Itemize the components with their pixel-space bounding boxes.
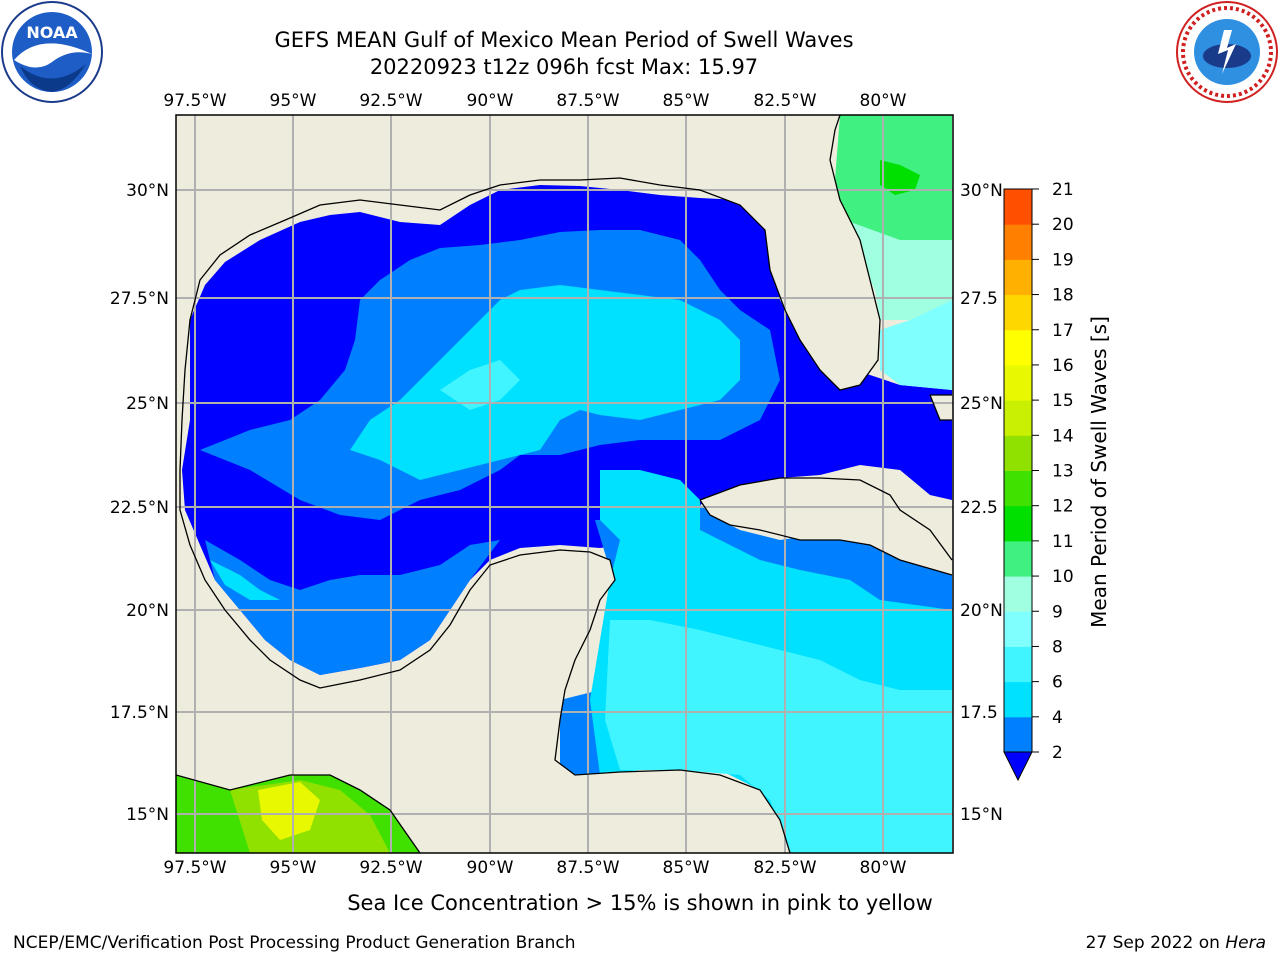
colorbar-segment [1004,364,1032,401]
longitude-tick-label: 82.5°W [753,858,816,878]
noaa-logo-text: NOAA [26,23,78,42]
latitude-tick-label: 15°N [126,805,169,825]
latitude-tick-label: 20°N [960,601,1003,621]
colorbar-segment [1004,611,1032,647]
colorbar-tick-label: 2 [1052,743,1063,763]
gridlines [176,115,953,853]
colorbar-segment [1004,294,1032,331]
footer-date: 27 Sep 2022 on Hera [1086,933,1266,953]
longitude-tick-label: 92.5°W [359,858,422,878]
nws-logo [1176,1,1278,103]
longitude-tick-label: 87.5°W [556,858,619,878]
sea-ice-note: Sea Ice Concentration > 15% is shown in … [0,891,1280,915]
longitude-tick-label: 97.5°W [163,858,226,878]
latitude-tick-label: 25°N [960,394,1003,414]
longitude-tick-label: 97.5°W [163,91,226,111]
colorbar-segment [1004,576,1032,612]
atlantic-darker-green [880,160,920,195]
longitude-tick-label: 90°W [467,858,514,878]
atlantic-light-green [845,220,952,320]
coastlines [176,115,953,853]
latitude-tick-label: 15°N [960,805,1003,825]
latitude-tick-label: 27.5 [960,289,998,309]
atlantic-light-cyan [880,300,952,390]
latitude-tick-label: 20°N [126,601,169,621]
colorbar-segment [1004,716,1032,753]
latitude-tick-label: 22.5 [960,498,998,518]
footer-host: Hera [1225,933,1266,953]
footer-date-text: 27 Sep 2022 on [1085,933,1226,953]
latitude-tick-label: 17.5 [960,703,998,723]
latitude-tick-label: 30°N [960,181,1003,201]
footer-branch: NCEP/EMC/Verification Post Processing Pr… [13,933,576,953]
map-frame [175,114,954,854]
latitude-tick-label: 22.5°N [110,498,169,518]
latitude-tick-label: 25°N [126,394,169,414]
longitude-tick-label: 85°W [663,858,710,878]
colorbar-segment [1004,259,1032,296]
colorbar-tick-label: 10 [1052,567,1074,587]
colorbar-tick-label: 15 [1052,391,1074,411]
chart-title: GEFS MEAN Gulf of Mexico Mean Period of … [274,28,854,52]
colorbar-tick-label: 13 [1052,462,1074,482]
colorbar-segment [1004,505,1032,542]
colorbar-tick-label: 16 [1052,356,1074,376]
longitude-labels-top: 97.5°W 95°W 92.5°W 90°W 87.5°W 85°W 82.5°W 80°W [163,91,906,111]
longitude-tick-label: 80°W [860,91,907,111]
colorbar-segment [1004,470,1032,507]
colorbar-tick-label: 11 [1052,532,1074,552]
pacific-yellow [258,782,320,840]
caribbean-light-cyan [440,360,952,853]
colorbar-segment [1004,540,1032,577]
chart-subtitle: 20220923 t12z 096h fcst Max: 15.97 [369,55,759,79]
longitude-tick-label: 85°W [663,91,710,111]
colorbar-segment [1004,329,1032,366]
longitude-labels-bottom: 97.5°W 95°W 92.5°W 90°W 87.5°W 85°W 82.5°W 80°W [163,858,906,878]
latitude-tick-label: 17.5°N [110,703,169,723]
longitude-tick-label: 80°W [860,858,907,878]
colorbar-tick-label: 14 [1052,426,1074,446]
land-masses [176,115,952,853]
latitude-tick-label: 27.5°N [110,289,169,309]
latitude-labels-right: 30°N 27.5 25°N 22.5 20°N 17.5 15°N [960,181,1003,825]
map-area [176,115,953,853]
colorbar-tick-label: 19 [1052,250,1074,270]
colorbar-segment [1004,189,1032,225]
latitude-tick-label: 30°N [126,181,169,201]
colorbar-tick-label: 12 [1052,497,1074,517]
noaa-logo: NOAA [1,1,103,103]
colorbar-tick-label: 21 [1052,180,1074,200]
colorbar-tick-label: 17 [1052,321,1074,341]
sea-ice-note-text: Sea Ice Concentration > 15% is shown in … [347,891,933,915]
colorbar-tick-label: 9 [1052,602,1063,622]
colorbar-tick-label: 18 [1052,286,1074,306]
colorbar-tick-label: 6 [1052,673,1063,693]
colorbar-label: Mean Period of Swell Waves [s] [1087,316,1111,628]
latitude-labels-left: 30°N 27.5°N 25°N 22.5°N 20°N 17.5°N 15°N [110,181,169,825]
colorbar-segment [1004,400,1032,436]
longitude-tick-label: 95°W [270,858,317,878]
colorbar-underflow-arrow [1003,751,1033,782]
longitude-tick-label: 87.5°W [556,91,619,111]
colorbar-tick-label: 8 [1052,637,1063,657]
colorbar-segment [1004,435,1032,471]
colorbar: 2 4 6 8 9 10 11 12 13 14 15 16 17 18 19 20 21 [1003,180,1074,782]
colorbar-segment [1004,646,1032,683]
longitude-tick-label: 92.5°W [359,91,422,111]
colorbar-segment [1004,224,1032,260]
colorbar-tick-label: 20 [1052,215,1074,235]
colorbar-segment [1004,681,1032,718]
longitude-tick-label: 90°W [467,91,514,111]
longitude-tick-label: 95°W [270,91,317,111]
colorbar-tick-label: 4 [1052,708,1063,728]
longitude-tick-label: 82.5°W [753,91,816,111]
gulf-medium-blue [200,230,952,775]
